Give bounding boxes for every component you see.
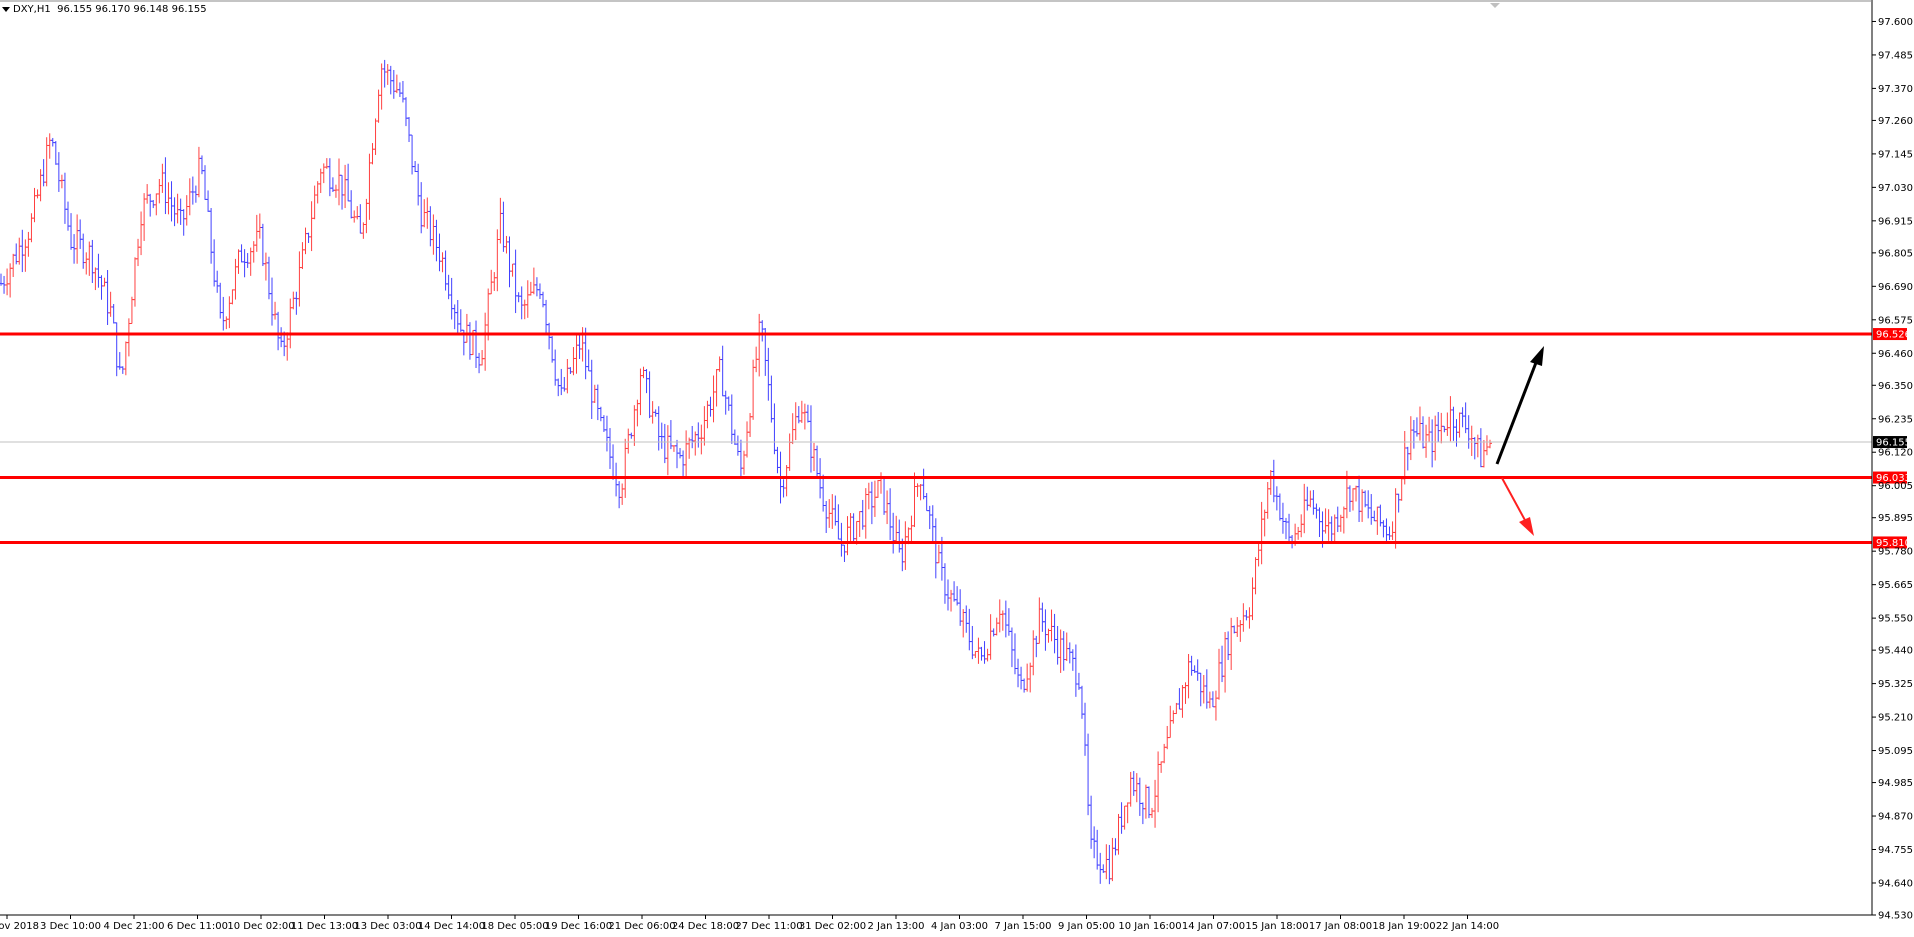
y-tick-label: 94.870 xyxy=(1878,812,1913,823)
x-tick-label: 9 Jan 05:00 xyxy=(1058,921,1115,932)
x-tick-label: 14 Dec 14:00 xyxy=(418,921,485,932)
current-price-tag xyxy=(1873,436,1907,449)
y-tick-label: 96.350 xyxy=(1878,381,1913,392)
x-tick-label: 27 Dec 11:00 xyxy=(735,921,802,932)
y-tick-label: 94.640 xyxy=(1878,878,1913,889)
x-tick-label: 3 Dec 10:00 xyxy=(40,921,101,932)
down-arrow-icon[interactable] xyxy=(1501,477,1534,536)
y-tick-label: 95.895 xyxy=(1878,513,1913,524)
chart-header: DXY,H1 96.155 96.170 96.148 96.155 xyxy=(2,4,207,15)
y-tick-label: 94.985 xyxy=(1878,778,1913,789)
level-price-tag xyxy=(1873,536,1907,549)
x-tick-label: 14 Jan 07:00 xyxy=(1182,921,1245,932)
x-tick-label: 13 Dec 03:00 xyxy=(354,921,421,932)
y-tick-label: 96.575 xyxy=(1878,315,1913,326)
level-price-tag xyxy=(1873,471,1907,484)
level-price-tag xyxy=(1873,328,1907,341)
price-bar xyxy=(1488,439,1492,449)
x-tick-label: 19 Dec 16:00 xyxy=(545,921,612,932)
x-tick-label: 29 Nov 2018 xyxy=(0,921,39,932)
y-tick-label: 96.805 xyxy=(1878,248,1913,259)
y-tick-label: 97.370 xyxy=(1878,84,1913,95)
y-tick-label: 94.530 xyxy=(1878,911,1913,922)
y-tick-label: 95.780 xyxy=(1878,547,1913,558)
symbol-label: DXY,H1 xyxy=(13,4,51,15)
price-bars xyxy=(0,59,1492,885)
y-tick-label: 97.485 xyxy=(1878,50,1913,61)
y-tick-label: 96.915 xyxy=(1878,216,1913,227)
x-tick-label: 10 Dec 02:00 xyxy=(227,921,294,932)
y-tick-label: 95.440 xyxy=(1878,646,1913,657)
current-price-label: 96.155 xyxy=(1876,438,1911,449)
x-tick-label: 7 Jan 15:00 xyxy=(995,921,1052,932)
x-tick-label: 4 Dec 21:00 xyxy=(104,921,165,932)
y-tick-label: 97.260 xyxy=(1878,116,1913,127)
y-tick-label: 96.235 xyxy=(1878,414,1913,425)
x-tick-label: 22 Jan 14:00 xyxy=(1436,921,1499,932)
dropdown-triangle-icon[interactable] xyxy=(2,6,10,12)
x-tick-label: 21 Dec 06:00 xyxy=(608,921,675,932)
x-tick-label: 10 Jan 16:00 xyxy=(1118,921,1181,932)
y-tick-label: 96.120 xyxy=(1878,448,1913,459)
x-tick-label: 4 Jan 03:00 xyxy=(931,921,988,932)
up-arrow-icon[interactable] xyxy=(1495,346,1544,465)
support-resistance-levels: 96.155 96.526 96.033 95.810 xyxy=(0,328,1911,549)
y-tick-label: 97.030 xyxy=(1878,183,1913,194)
x-tick-label: 2 Jan 13:00 xyxy=(868,921,925,932)
x-tick-label: 18 Dec 05:00 xyxy=(481,921,548,932)
shift-marker-icon[interactable] xyxy=(1490,3,1500,8)
y-tick-label: 95.325 xyxy=(1878,679,1913,690)
x-tick-label: 24 Dec 18:00 xyxy=(672,921,739,932)
x-tick-label: 18 Jan 19:00 xyxy=(1372,921,1435,932)
level-price-label: 96.033 xyxy=(1876,473,1911,484)
x-tick-label: 31 Dec 02:00 xyxy=(799,921,866,932)
x-tick-label: 17 Jan 08:00 xyxy=(1309,921,1372,932)
level-price-label: 96.526 xyxy=(1876,330,1911,341)
x-tick-label: 15 Jan 18:00 xyxy=(1245,921,1308,932)
y-tick-label: 96.005 xyxy=(1878,481,1913,492)
x-tick-label: 11 Dec 13:00 xyxy=(291,921,358,932)
y-tick-label: 97.145 xyxy=(1878,149,1913,160)
forecast-arrows xyxy=(1495,346,1544,536)
y-tick-label: 95.210 xyxy=(1878,713,1913,724)
level-price-label: 95.810 xyxy=(1876,538,1911,549)
y-tick-label: 95.665 xyxy=(1878,580,1913,591)
y-tick-label: 95.550 xyxy=(1878,614,1913,625)
y-tick-label: 94.755 xyxy=(1878,845,1913,856)
y-tick-label: 96.690 xyxy=(1878,282,1913,293)
y-tick-label: 97.600 xyxy=(1878,17,1913,28)
x-tick-label: 6 Dec 11:00 xyxy=(167,921,228,932)
ohlc-values: 96.155 96.170 96.148 96.155 xyxy=(57,4,207,15)
y-tick-label: 96.460 xyxy=(1878,349,1913,360)
y-tick-label: 95.095 xyxy=(1878,746,1913,757)
